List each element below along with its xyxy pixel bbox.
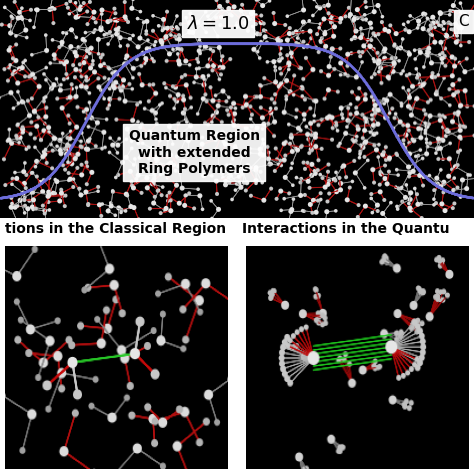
Text: Interactions in the Quantu: Interactions in the Quantu [242,222,449,236]
Text: $\lambda = 1.0$: $\lambda = 1.0$ [187,15,249,33]
Text: tions in the Classical Region: tions in the Classical Region [5,222,226,236]
Text: C: C [458,14,469,29]
Text: Quantum Region
with extended
Ring Polymers: Quantum Region with extended Ring Polyme… [129,129,260,176]
